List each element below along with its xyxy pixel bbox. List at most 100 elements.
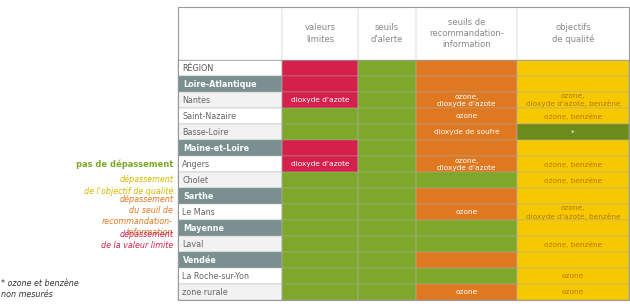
Bar — [358, 156, 416, 172]
Bar — [178, 268, 282, 285]
Bar — [358, 76, 416, 92]
Bar — [178, 92, 282, 108]
Bar — [282, 60, 358, 76]
Text: ozone: ozone — [562, 289, 584, 296]
Text: dioxyde d'azote: dioxyde d'azote — [291, 161, 350, 167]
Bar — [517, 220, 629, 237]
Bar — [178, 7, 629, 60]
Bar — [282, 268, 358, 285]
Text: Sarthe: Sarthe — [183, 192, 214, 201]
Text: ozone: ozone — [455, 113, 478, 119]
Text: ozone, benzène: ozone, benzène — [544, 113, 602, 120]
Bar — [358, 124, 416, 140]
Bar — [178, 204, 282, 220]
Bar — [178, 237, 282, 252]
Bar — [416, 188, 517, 204]
Text: dépassement
du seuil de
recommandation-
information: dépassement du seuil de recommandation- … — [102, 194, 173, 237]
Text: zone rurale: zone rurale — [182, 288, 228, 297]
Text: Maine-et-Loire: Maine-et-Loire — [183, 144, 249, 153]
Text: Nantes: Nantes — [182, 96, 210, 105]
Bar — [517, 124, 629, 140]
Text: seuils de
recommandation-
information: seuils de recommandation- information — [429, 18, 504, 49]
Bar — [282, 124, 358, 140]
Bar — [517, 237, 629, 252]
Bar — [517, 140, 629, 156]
Bar — [282, 252, 358, 268]
Bar — [517, 172, 629, 188]
Bar — [178, 285, 282, 300]
Bar — [178, 188, 282, 204]
Bar — [358, 220, 416, 237]
Bar — [178, 60, 282, 76]
Text: ozone, benzène: ozone, benzène — [544, 177, 602, 184]
Bar — [517, 76, 629, 92]
Text: objectifs
de qualité: objectifs de qualité — [552, 23, 594, 44]
Bar — [178, 7, 629, 300]
Bar — [416, 124, 517, 140]
Bar — [282, 285, 358, 300]
Text: dépassement
de l'objectif de qualité: dépassement de l'objectif de qualité — [84, 174, 173, 196]
Text: * ozone et benzène
non mesurés: * ozone et benzène non mesurés — [1, 279, 79, 299]
Bar — [416, 268, 517, 285]
Bar — [178, 76, 282, 92]
Bar — [178, 252, 282, 268]
Bar — [282, 92, 358, 108]
Bar — [178, 140, 282, 156]
Text: ozone, benzène: ozone, benzène — [544, 161, 602, 168]
Bar — [282, 237, 358, 252]
Text: Loire-Atlantique: Loire-Atlantique — [183, 80, 257, 89]
Bar — [178, 220, 282, 237]
Bar — [416, 92, 517, 108]
Text: Angers: Angers — [182, 160, 210, 169]
Bar — [416, 252, 517, 268]
Text: Le Mans: Le Mans — [182, 208, 215, 217]
Text: Mayenne: Mayenne — [183, 224, 224, 233]
Bar — [358, 252, 416, 268]
Bar — [416, 156, 517, 172]
Bar — [358, 237, 416, 252]
Bar — [178, 156, 282, 172]
Text: RÉGION: RÉGION — [182, 64, 214, 73]
Bar — [416, 220, 517, 237]
Text: dépassement
de la valeur limite: dépassement de la valeur limite — [101, 229, 173, 250]
Bar — [517, 268, 629, 285]
Bar — [416, 204, 517, 220]
Bar — [416, 76, 517, 92]
Text: pas de dépassement: pas de dépassement — [76, 160, 173, 169]
Bar — [517, 285, 629, 300]
Bar — [416, 172, 517, 188]
Bar — [282, 220, 358, 237]
Bar — [282, 172, 358, 188]
Bar — [416, 108, 517, 124]
Bar — [178, 172, 282, 188]
Bar — [517, 252, 629, 268]
Bar — [358, 60, 416, 76]
Text: ozone: ozone — [455, 289, 478, 296]
Bar — [416, 60, 517, 76]
Bar — [282, 76, 358, 92]
Bar — [358, 92, 416, 108]
Text: ozone: ozone — [455, 209, 478, 215]
Text: Saint-Nazaire: Saint-Nazaire — [182, 112, 236, 121]
Bar — [517, 92, 629, 108]
Text: ozone,
dioxyde d'azote, benzène: ozone, dioxyde d'azote, benzène — [525, 205, 620, 219]
Bar — [282, 204, 358, 220]
Text: dioxyde de soufre: dioxyde de soufre — [433, 129, 499, 135]
Bar — [282, 108, 358, 124]
Bar — [282, 156, 358, 172]
Bar — [358, 140, 416, 156]
Bar — [282, 188, 358, 204]
Bar — [358, 108, 416, 124]
Text: ozone: ozone — [562, 274, 584, 279]
Bar — [178, 108, 282, 124]
Bar — [416, 285, 517, 300]
Text: dioxyde d'azote: dioxyde d'azote — [291, 97, 350, 103]
Text: Vendée: Vendée — [183, 256, 217, 265]
Bar — [178, 124, 282, 140]
Bar — [517, 60, 629, 76]
Bar — [517, 204, 629, 220]
Text: valeurs
limites: valeurs limites — [305, 24, 336, 43]
Bar — [358, 268, 416, 285]
Bar — [358, 188, 416, 204]
Text: ozone,
dioxyde d'azote: ozone, dioxyde d'azote — [437, 94, 496, 107]
